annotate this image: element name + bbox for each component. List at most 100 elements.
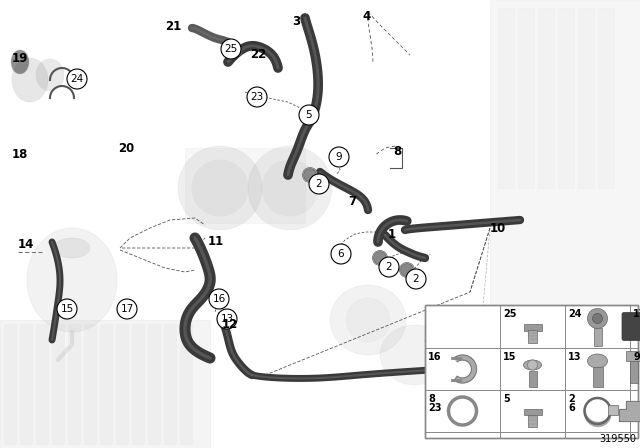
Circle shape: [331, 244, 351, 264]
Bar: [529, 371, 536, 387]
Text: 7: 7: [348, 195, 356, 208]
Text: 23: 23: [250, 92, 264, 102]
Ellipse shape: [380, 325, 450, 385]
Text: 10: 10: [490, 222, 506, 235]
Circle shape: [67, 69, 87, 89]
Ellipse shape: [12, 58, 48, 102]
Circle shape: [373, 251, 387, 265]
FancyBboxPatch shape: [68, 324, 80, 444]
Text: 2
6: 2 6: [568, 394, 575, 413]
Text: 14: 14: [18, 238, 35, 251]
FancyBboxPatch shape: [132, 324, 144, 444]
Ellipse shape: [11, 50, 29, 74]
Circle shape: [449, 397, 477, 425]
Text: 15: 15: [60, 304, 74, 314]
Ellipse shape: [346, 298, 390, 342]
Circle shape: [400, 263, 414, 277]
Bar: [607, 405, 618, 415]
Ellipse shape: [248, 146, 332, 230]
Text: 20: 20: [118, 142, 134, 155]
Ellipse shape: [192, 160, 248, 216]
FancyBboxPatch shape: [498, 8, 514, 188]
FancyBboxPatch shape: [490, 0, 640, 380]
FancyBboxPatch shape: [180, 324, 192, 444]
Text: 17: 17: [120, 304, 134, 314]
FancyBboxPatch shape: [622, 313, 640, 340]
Text: 8: 8: [393, 145, 401, 158]
FancyBboxPatch shape: [538, 8, 554, 188]
FancyBboxPatch shape: [518, 8, 534, 188]
Text: 25: 25: [225, 44, 237, 54]
Ellipse shape: [178, 146, 262, 230]
Text: 16: 16: [212, 294, 226, 304]
FancyBboxPatch shape: [0, 320, 210, 448]
Text: 319550: 319550: [599, 434, 636, 444]
Text: 15: 15: [503, 352, 516, 362]
Circle shape: [247, 87, 267, 107]
Text: 4: 4: [362, 10, 371, 23]
Text: 6: 6: [338, 249, 344, 259]
Polygon shape: [619, 401, 640, 421]
Circle shape: [309, 174, 329, 194]
FancyBboxPatch shape: [148, 324, 160, 444]
Bar: [630, 361, 638, 383]
Bar: [593, 328, 602, 346]
Circle shape: [593, 314, 602, 323]
Circle shape: [299, 105, 319, 125]
Bar: [425, 305, 638, 438]
FancyBboxPatch shape: [116, 324, 128, 444]
Text: 19: 19: [12, 52, 28, 65]
Circle shape: [57, 299, 77, 319]
Text: 8
23: 8 23: [428, 394, 442, 413]
Text: 12: 12: [222, 318, 238, 331]
Text: 24: 24: [568, 309, 582, 319]
Text: 18: 18: [12, 148, 28, 161]
Polygon shape: [454, 355, 476, 383]
FancyBboxPatch shape: [20, 324, 32, 444]
Ellipse shape: [54, 238, 90, 258]
Ellipse shape: [588, 354, 607, 368]
Circle shape: [209, 289, 229, 309]
Circle shape: [454, 402, 472, 420]
FancyBboxPatch shape: [578, 8, 594, 188]
Text: 24: 24: [70, 74, 84, 84]
Ellipse shape: [27, 228, 117, 332]
Ellipse shape: [524, 360, 541, 370]
Text: 5: 5: [503, 394, 509, 404]
Text: 2: 2: [386, 262, 392, 272]
Bar: [529, 415, 536, 427]
Circle shape: [406, 269, 426, 289]
Circle shape: [379, 257, 399, 277]
Text: 21: 21: [165, 20, 181, 33]
Bar: [529, 331, 536, 343]
Circle shape: [221, 39, 241, 59]
Text: 13: 13: [568, 352, 582, 362]
Circle shape: [303, 168, 317, 182]
FancyBboxPatch shape: [4, 324, 16, 444]
Text: 13: 13: [220, 314, 234, 324]
FancyBboxPatch shape: [164, 324, 176, 444]
Text: 16: 16: [428, 352, 442, 362]
Circle shape: [329, 147, 349, 167]
Bar: [425, 305, 638, 438]
Text: 25: 25: [503, 309, 516, 319]
Ellipse shape: [36, 59, 64, 91]
Circle shape: [217, 309, 237, 329]
FancyBboxPatch shape: [100, 324, 112, 444]
Text: 9: 9: [633, 352, 640, 362]
FancyBboxPatch shape: [558, 8, 574, 188]
Text: 1: 1: [388, 228, 396, 241]
Text: 22: 22: [250, 48, 266, 61]
FancyBboxPatch shape: [84, 324, 96, 444]
Bar: [524, 324, 541, 331]
Bar: [626, 351, 640, 361]
Ellipse shape: [330, 285, 406, 355]
FancyBboxPatch shape: [52, 324, 64, 444]
Circle shape: [588, 309, 607, 328]
Bar: [524, 409, 541, 415]
Circle shape: [527, 360, 538, 370]
Text: 11: 11: [208, 235, 224, 248]
Bar: [593, 367, 602, 387]
FancyBboxPatch shape: [36, 324, 48, 444]
Text: 5: 5: [306, 110, 312, 120]
